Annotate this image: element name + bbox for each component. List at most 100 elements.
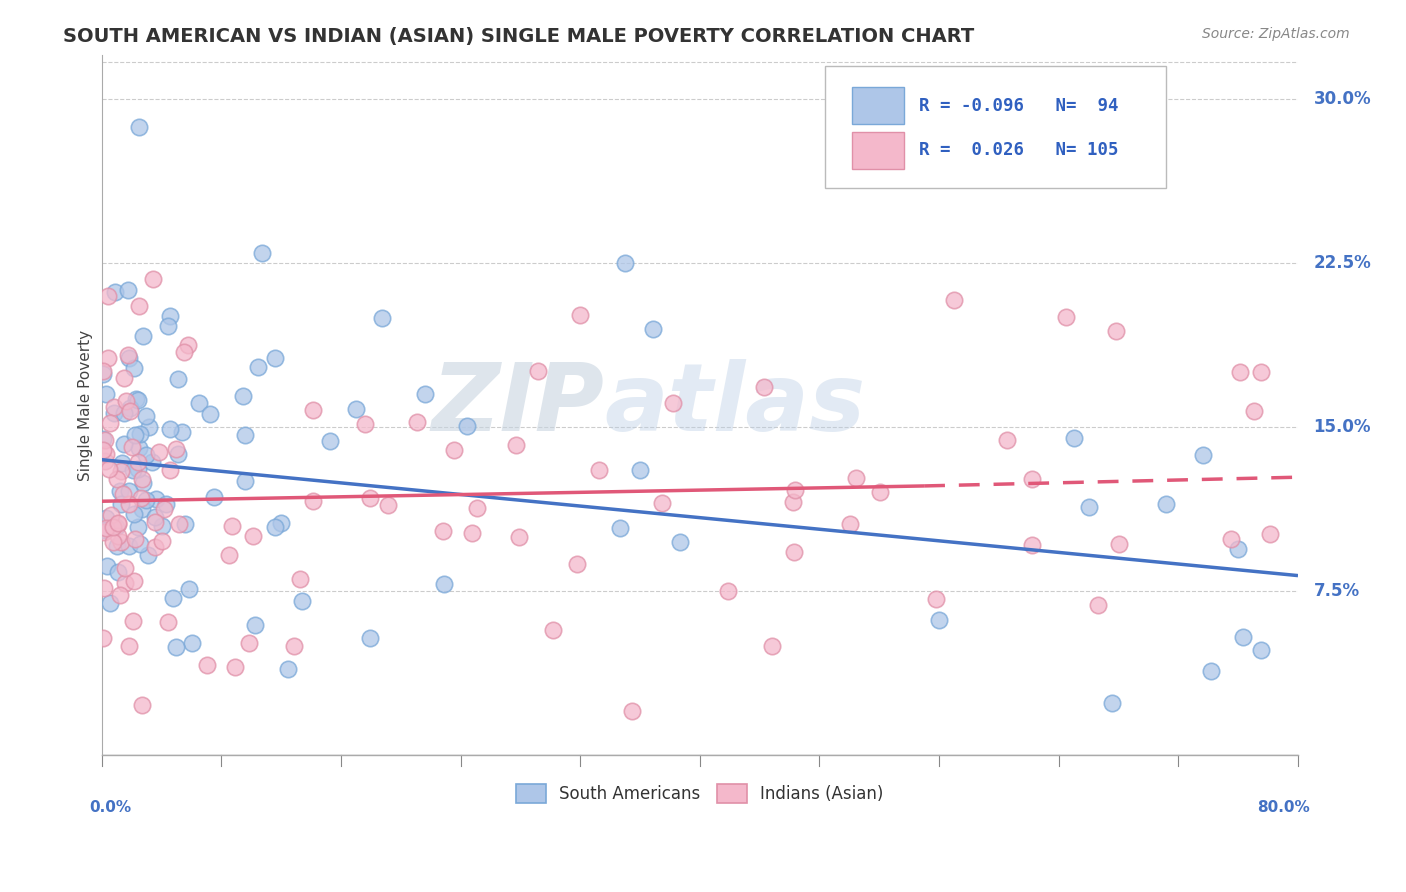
Point [93,525,115,540]
Point [93,453,115,467]
Point [845,471,868,485]
Point [108,588,131,602]
Point [173,516,195,531]
Point [204,491,226,505]
Point [432,524,454,539]
Point [120,401,142,416]
Point [117,348,139,362]
Point [94,447,117,461]
Point [107,516,129,530]
Point [200,408,222,422]
Point [94,511,117,525]
Point [127,393,149,408]
Point [264,351,287,365]
Point [112,406,135,420]
Point [105,472,128,486]
Point [167,372,190,386]
Point [155,497,177,511]
Point [128,299,150,313]
Point [128,537,150,551]
Point [377,498,399,512]
Point [138,420,160,434]
Point [302,402,325,417]
Point [541,623,564,637]
Point [1192,448,1215,462]
Point [1250,643,1272,657]
Point [159,463,181,477]
Point [118,351,141,366]
Point [717,584,740,599]
Point [110,535,132,549]
Point [433,576,456,591]
Point [124,428,146,442]
Point [91,363,114,377]
Point [131,698,153,713]
Point [359,491,381,506]
Point [1105,324,1128,338]
Point [101,520,124,534]
Point [165,442,187,457]
Point [91,368,114,382]
Point [118,497,141,511]
Point [145,491,167,506]
FancyBboxPatch shape [825,66,1167,188]
Point [150,519,173,533]
Point [179,582,201,597]
Point [156,615,179,629]
Point [247,360,270,375]
Point [94,523,117,537]
Point [1021,472,1043,486]
Point [98,416,121,430]
Point [568,308,591,322]
Point [122,507,145,521]
FancyBboxPatch shape [852,132,904,169]
Point [405,416,427,430]
Point [614,256,637,270]
Point [243,618,266,632]
Point [651,496,673,510]
Point [1260,526,1282,541]
Point [114,560,136,574]
Point [107,516,129,531]
Point [124,360,146,375]
Point [301,494,323,508]
Point [195,658,218,673]
Point [110,464,132,478]
Point [233,427,256,442]
Point [283,639,305,653]
Point [1201,664,1223,678]
Point [641,322,664,336]
Point [97,289,120,303]
Point [91,432,114,446]
Point [91,631,114,645]
Point [114,576,136,591]
Point [1101,696,1123,710]
Point [181,636,204,650]
Point [456,418,478,433]
Point [124,574,146,589]
Point [98,461,121,475]
Point [588,463,610,477]
Point [143,510,166,524]
Text: R =  0.026   N= 105: R = 0.026 N= 105 [918,141,1118,160]
Point [1229,365,1251,379]
Point [131,472,153,486]
Y-axis label: Single Male Poverty: Single Male Poverty [79,329,93,481]
Point [98,595,121,609]
Point [129,426,152,441]
Point [103,406,125,420]
Point [353,417,375,432]
Point [132,329,155,343]
Point [135,492,157,507]
Point [110,497,132,511]
Text: 80.0%: 80.0% [1257,800,1310,815]
Point [105,539,128,553]
Point [159,422,181,436]
Point [242,528,264,542]
Point [93,581,115,595]
Point [1063,431,1085,445]
Text: 15.0%: 15.0% [1313,417,1371,436]
Point [121,440,143,454]
Point [167,516,190,531]
Point [165,640,187,654]
